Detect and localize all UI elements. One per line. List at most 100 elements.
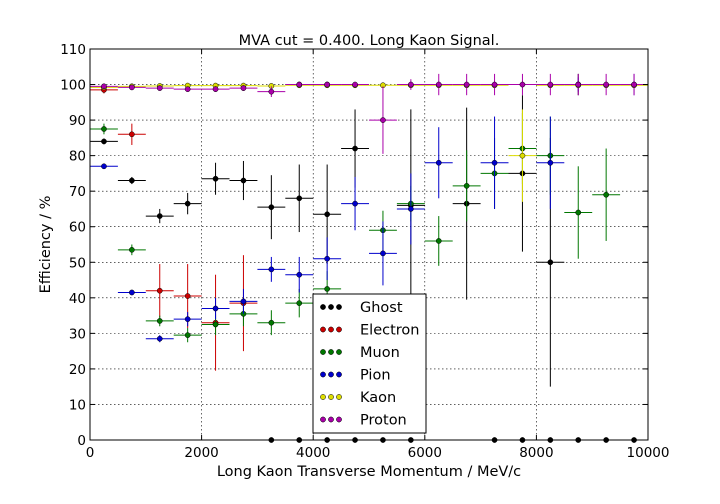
data-point	[435, 238, 442, 244]
data-point	[240, 298, 247, 305]
series-pion	[90, 73, 648, 343]
data-point	[212, 175, 219, 182]
x-tick-label: 0	[86, 445, 95, 461]
legend-label: Ghost	[360, 300, 403, 316]
y-tick-label: 50	[69, 255, 86, 271]
data-point	[101, 138, 107, 145]
legend-label: Proton	[360, 413, 407, 429]
legend-marker	[336, 371, 342, 378]
data-point	[575, 81, 582, 88]
data-point	[324, 286, 330, 292]
data-point	[156, 335, 163, 342]
data-point	[184, 332, 191, 338]
x-axis-label: Long Kaon Transverse Momentum / MeV/c	[217, 464, 521, 480]
y-tick-label: 80	[69, 149, 86, 165]
y-axis-label: Efficiency / %	[38, 196, 54, 294]
data-point	[268, 204, 275, 211]
y-tick-label: 30	[69, 326, 86, 342]
legend-marker	[336, 326, 342, 333]
data-point	[156, 213, 163, 219]
y-tick-label: 60	[69, 220, 86, 236]
legend-label: Pion	[360, 368, 391, 384]
data-point	[101, 163, 107, 170]
data-point	[603, 81, 610, 88]
data-point	[603, 191, 610, 198]
data-point	[156, 287, 163, 294]
data-point	[547, 81, 554, 88]
data-point	[156, 318, 163, 324]
legend-marker	[328, 304, 334, 310]
legend-marker	[336, 394, 342, 400]
y-tick-label: 100	[60, 78, 86, 94]
legend-marker	[328, 416, 334, 423]
data-point	[408, 81, 414, 88]
legend-box	[312, 293, 427, 434]
data-point	[631, 81, 637, 88]
data-point	[184, 86, 191, 93]
plot-frame	[89, 48, 649, 441]
legend-marker	[320, 416, 326, 423]
data-point	[212, 321, 219, 328]
data-point	[296, 271, 303, 278]
data-point	[324, 81, 330, 88]
data-point	[184, 200, 191, 207]
data-point	[129, 84, 135, 91]
data-point	[519, 152, 526, 159]
x-tick-label: 2000	[184, 445, 218, 461]
legend-marker	[336, 304, 342, 310]
legend-label: Electron	[360, 323, 419, 339]
legend: Ghost Electron Muon Pion Kaon Proton	[312, 293, 427, 434]
data-point	[435, 159, 442, 166]
data-point	[575, 209, 582, 216]
data-point	[101, 126, 107, 132]
data-point	[268, 88, 275, 95]
legend-label: Kaon	[360, 390, 396, 406]
legend-marker	[328, 349, 334, 355]
data-point	[296, 300, 303, 306]
y-tick-label: 10	[69, 397, 86, 413]
series-proton	[90, 73, 648, 154]
data-point	[547, 159, 554, 166]
data-point	[156, 85, 163, 91]
legend-marker	[336, 416, 342, 423]
data-point	[296, 195, 303, 202]
legend-marker	[328, 394, 334, 400]
data-point	[408, 206, 414, 212]
legend-marker	[320, 326, 326, 333]
legend-marker	[328, 326, 334, 333]
y-tick-label: 110	[60, 42, 86, 58]
chart-title: MVA cut = 0.400. Long Kaon Signal.	[239, 33, 500, 49]
y-tick-label: 90	[69, 113, 86, 129]
data-point	[463, 81, 470, 88]
data-point	[519, 81, 526, 88]
data-point	[129, 177, 135, 184]
data-point	[184, 293, 191, 299]
legend-marker	[320, 371, 326, 378]
data-point	[129, 246, 135, 253]
y-tick-label: 40	[69, 291, 86, 307]
data-point	[240, 177, 247, 184]
data-point	[463, 183, 470, 189]
legend-label: Muon	[360, 345, 400, 361]
data-point	[352, 200, 358, 207]
data-point	[296, 81, 303, 88]
legend-marker	[336, 349, 342, 355]
x-tick-label: 8000	[519, 445, 553, 461]
legend-marker	[320, 349, 326, 355]
data-point	[380, 250, 386, 257]
data-point	[268, 319, 275, 326]
y-tick-label: 0	[77, 433, 86, 449]
x-tick-label: 10000	[627, 445, 670, 461]
y-tick-label: 70	[69, 184, 86, 200]
y-tick-label: 20	[69, 362, 86, 378]
legend-marker	[320, 304, 326, 310]
data-point	[380, 117, 386, 123]
data-point	[129, 131, 135, 138]
legend-marker	[328, 371, 334, 378]
x-tick-label: 6000	[408, 445, 442, 461]
data-point	[352, 81, 358, 88]
data-point	[184, 316, 191, 322]
data-point	[240, 85, 247, 91]
data-point	[435, 81, 442, 88]
